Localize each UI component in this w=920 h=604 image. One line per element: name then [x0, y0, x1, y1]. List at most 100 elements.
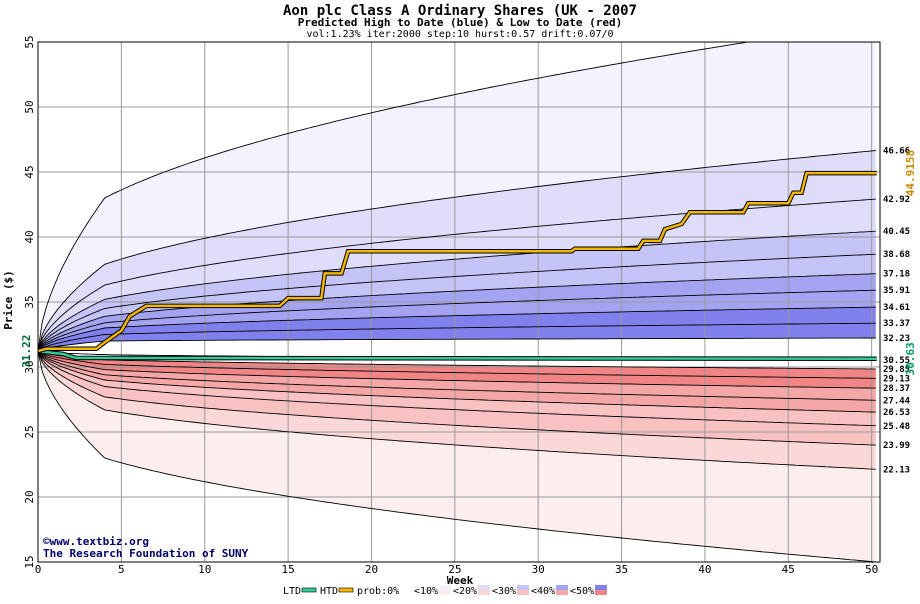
legend-swatch-red-3: [439, 590, 451, 595]
low-quantile-line-6: [38, 350, 876, 446]
x-tick-label: 25: [448, 563, 461, 576]
legend-swatch-blue-7: [595, 585, 607, 590]
low-band-4: [38, 351, 876, 426]
x-tick-label: 45: [782, 563, 795, 576]
quantile-end-label: 26.53: [883, 408, 910, 418]
quantile-end-label: 27.44: [883, 396, 911, 406]
chart-title: Aon plc Class A Ordinary Shares (UK - 20…: [283, 3, 637, 19]
x-tick-label: 10: [198, 563, 211, 576]
legend-label-prob-5: <30%: [492, 586, 516, 597]
credit-line-2: The Research Foundation of SUNY: [43, 547, 249, 560]
x-tick-label: 50: [865, 563, 878, 576]
legend-swatch-red-5: [517, 590, 529, 595]
high-quantile-line-4: [38, 253, 876, 352]
y-tick-label: 55: [23, 35, 36, 48]
high-band-8: [38, 323, 876, 352]
x-axis-label: Week: [447, 574, 474, 587]
plot-frame: [37, 41, 881, 563]
quantile-end-label: 38.68: [883, 250, 910, 260]
legend-label-prob-6: <40%: [531, 586, 555, 597]
ltd-series-line: [38, 349, 877, 361]
legend-swatch-blue-3: [439, 585, 451, 590]
legend-line-htd: [338, 587, 354, 593]
y-tick-label: 35: [23, 295, 36, 308]
low-quantile-line-8: [38, 351, 876, 562]
high-quantile-line-6: [38, 289, 876, 352]
legend-swatch-red-6: [556, 590, 568, 595]
legend-swatch-red-2: [400, 590, 412, 595]
high-quantile-line-8: [38, 322, 876, 352]
legend-swatch-blue-6: [556, 585, 568, 590]
quantile-end-label: 37.18: [883, 270, 910, 280]
high-band-9: [38, 338, 876, 360]
low-band-1: [38, 351, 876, 389]
low-quantile-line-2: [38, 350, 876, 389]
legend-label-ltd: LTD: [283, 586, 301, 597]
low-quantile-line-1: [38, 350, 876, 379]
quantile-end-label: 32.23: [883, 334, 910, 344]
x-tick-label: 0: [35, 563, 42, 576]
x-tick-label: 5: [118, 563, 125, 576]
plot-area: 0 5 10 15 20 25 30 35 40 45 50 15 20 25 30 35 40 45 50 55 46…: [20, 35, 917, 576]
low-band-3: [38, 351, 876, 413]
legend-label-htd: HTD: [320, 586, 338, 597]
chart-subtitle: Predicted High to Date (blue) & Low to D…: [298, 16, 623, 29]
y-tick-label: 50: [23, 100, 36, 113]
quantile-end-label: 42.92: [883, 195, 910, 205]
quantile-end-label: 40.45: [883, 227, 910, 237]
high-quantile-line-1: [38, 150, 876, 352]
legend-swatch-blue-5: [517, 585, 529, 590]
y-tick-label: 45: [23, 165, 36, 178]
high-quantile-line-7: [38, 306, 876, 352]
quantile-end-label: 34.61: [883, 303, 910, 313]
quantile-end-label: 23.99: [883, 441, 910, 451]
low-band-5: [38, 351, 876, 446]
y-tick-label: 30: [23, 360, 36, 373]
credit-line-1: ©www.textbiz.org: [43, 535, 149, 548]
legend-label-prob-4: <20%: [453, 586, 477, 597]
low-band-6: [38, 351, 876, 470]
low-quantile-line-4: [38, 350, 876, 413]
x-tick-label: 35: [615, 563, 628, 576]
x-tick-label: 20: [365, 563, 378, 576]
y-tick-label: 40: [23, 230, 36, 243]
quantile-end-label: 29.85: [883, 365, 910, 375]
low-band-2: [38, 351, 876, 401]
htd-end-label: 44.9158: [904, 150, 917, 196]
low-band-0: [38, 351, 876, 379]
start-price-label: 31.22: [20, 335, 33, 368]
low-quantile-line-0: [38, 350, 876, 370]
low-band-7: [38, 351, 876, 562]
high-quantile-line-0: [38, 42, 752, 352]
legend-swatch-red-4: [478, 590, 490, 595]
quantile-end-label: 28.37: [883, 384, 910, 394]
high-band-7: [38, 307, 876, 352]
x-tick-label: 15: [281, 563, 294, 576]
x-tick-label: 40: [698, 563, 711, 576]
high-quantile-line-2: [38, 198, 876, 352]
quantile-end-label: 35.91: [883, 286, 910, 296]
x-tick-label: 30: [532, 563, 545, 576]
high-band-4: [38, 254, 876, 352]
ltd-end-label: 30.63: [904, 342, 917, 375]
legend-swatch-blue-2: [400, 585, 412, 590]
high-band-5: [38, 273, 876, 352]
plot-inner: [38, 42, 880, 562]
quantile-end-label: 29.13: [883, 374, 910, 384]
legend-swatch-red-7: [595, 590, 607, 595]
y-tick-label: 20: [23, 490, 36, 503]
htd-series-line: [38, 171, 877, 353]
quantile-end-label: 25.48: [883, 422, 910, 432]
legend-label-prob-3: <10%: [414, 586, 438, 597]
low-quantile-line-7: [38, 350, 876, 470]
high-quantile-line-9: [38, 337, 876, 352]
legend-label-prob-2: prob:0%: [357, 586, 399, 597]
quantile-end-label: 22.13: [883, 465, 910, 475]
low-quantile-line-3: [38, 350, 876, 401]
quantile-end-label: 33.37: [883, 319, 910, 329]
legend-label-prob-7: <50%: [570, 586, 594, 597]
quantile-end-label: 30.55: [883, 356, 910, 366]
high-band-6: [38, 290, 876, 352]
